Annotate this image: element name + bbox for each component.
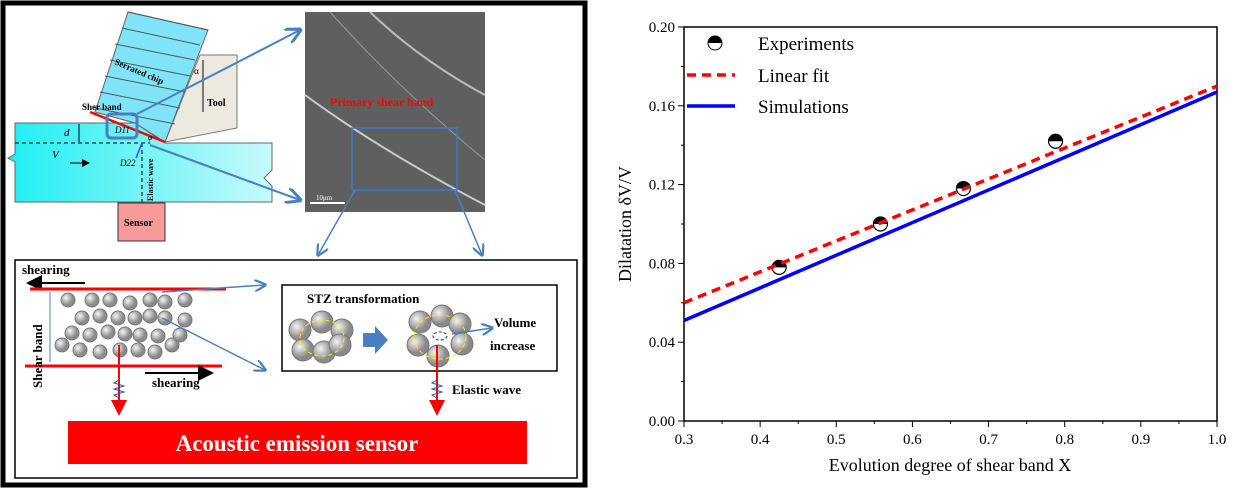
- y-tick-label: 0.20: [649, 20, 675, 36]
- atom: [177, 312, 193, 328]
- atom: [408, 310, 432, 334]
- shear-band-line: [89, 110, 166, 144]
- simulations-line: [683, 90, 1218, 323]
- atom: [172, 327, 188, 343]
- legend-label: Simulations: [758, 97, 849, 118]
- atom: [150, 328, 166, 344]
- acoustic-emission-sensor-bar: [68, 421, 527, 464]
- atom-cluster: [54, 292, 474, 368]
- serrated-chip-shape: [94, 11, 209, 143]
- atom: [84, 292, 100, 308]
- atom: [450, 332, 474, 356]
- shearing-top-label: shearing: [22, 262, 70, 277]
- y-axis-label: Dilatation δV/V: [615, 166, 635, 282]
- stz-outline: [299, 319, 345, 357]
- x-tick-label: 0.4: [751, 432, 770, 448]
- x-tick-label: 0.6: [903, 432, 922, 448]
- sem-micrograph: 10μm Primary shear band: [304, 11, 486, 212]
- v-label: V: [52, 149, 60, 161]
- atom: [127, 310, 143, 326]
- y-tick-label: 0.16: [649, 99, 676, 115]
- atom: [288, 318, 312, 342]
- experiment-point: [1047, 133, 1064, 149]
- atom: [74, 310, 90, 326]
- wave-icon: [430, 379, 444, 399]
- x-tick-label: 1.0: [1208, 432, 1227, 448]
- alpha-label: α: [194, 66, 199, 76]
- y-tick-label: 0.00: [649, 414, 675, 430]
- x-tick-label: 0.8: [1055, 432, 1074, 448]
- atom: [157, 310, 173, 326]
- atom: [54, 337, 70, 353]
- atom: [310, 310, 334, 334]
- wave-icon: [112, 379, 126, 399]
- mechanism-detail-box: [14, 259, 578, 479]
- sensor-label: Sensor: [124, 218, 153, 229]
- atom: [82, 327, 98, 343]
- legend-label: Experiments: [758, 34, 854, 55]
- volume-label-2: increase: [490, 338, 535, 353]
- scale-bar-label: 10μm: [316, 194, 333, 202]
- dilatation-chart: Evolution degree of shear band X Dilatat…: [595, 0, 1238, 490]
- atom: [132, 327, 148, 343]
- stz-title: STZ transformation: [307, 291, 420, 306]
- linear-fit-line: [683, 84, 1218, 305]
- y-tick-label: 0.08: [649, 256, 675, 272]
- zoom-region-box: [105, 112, 139, 140]
- y-tick-label: 0.04: [649, 335, 676, 351]
- tool-label: Tool: [207, 98, 226, 109]
- free-volume: [432, 331, 448, 341]
- atom: [142, 292, 158, 308]
- x-tick-label: 0.7: [979, 432, 998, 448]
- phi-label: φ: [148, 133, 153, 142]
- shearing-bottom-label: shearing: [152, 375, 200, 390]
- diagram-frame: [0, 0, 588, 488]
- sensor-block: [117, 202, 166, 242]
- atom: [157, 294, 173, 310]
- atom: [406, 333, 430, 357]
- atom: [147, 344, 163, 360]
- atom: [60, 292, 76, 308]
- d-label: d: [64, 127, 70, 139]
- volume-label-1: Volume: [494, 315, 536, 330]
- atom: [291, 338, 315, 362]
- legend-label: Linear fit: [758, 66, 830, 87]
- marker-fill: [1048, 134, 1063, 142]
- x-tick-label: 0.5: [827, 432, 846, 448]
- elastic-wave-vertical-label: Elastic wave: [146, 158, 155, 201]
- atom: [110, 310, 126, 326]
- shear-band-vertical-label: Shear band: [30, 324, 45, 388]
- transformation-arrow-icon: [363, 326, 388, 354]
- atom: [100, 324, 116, 340]
- atom: [130, 342, 146, 358]
- x-axis-label: Evolution degree of shear band X: [829, 455, 1071, 475]
- atom: [72, 342, 88, 358]
- stz-box: [281, 284, 558, 372]
- atom: [92, 308, 108, 324]
- mechanism-diagram: Serrated chip Tool α Sher band d V D11 D…: [0, 0, 590, 490]
- atom: [142, 308, 158, 324]
- y-tick-label: 0.12: [649, 178, 675, 194]
- acoustic-emission-sensor-label: Acoustic emission sensor: [176, 431, 419, 456]
- legend-marker-fill: [708, 36, 722, 43]
- x-tick-label: 0.3: [675, 432, 694, 448]
- stz-outline: [413, 314, 467, 360]
- primary-shear-band-label: Primary shear band: [330, 95, 433, 109]
- d11-label: D11: [114, 125, 130, 135]
- atom: [102, 292, 118, 308]
- atom: [328, 333, 352, 357]
- d22-label: D22: [119, 158, 136, 168]
- atom: [122, 295, 138, 311]
- atom: [64, 325, 80, 341]
- atom: [177, 292, 193, 308]
- shear-band-label: Sher band: [82, 102, 122, 112]
- atom: [164, 337, 180, 353]
- atom: [92, 344, 108, 360]
- elastic-wave-label: Elastic wave: [452, 382, 521, 397]
- x-tick-label: 0.9: [1131, 432, 1150, 448]
- atom: [117, 326, 133, 342]
